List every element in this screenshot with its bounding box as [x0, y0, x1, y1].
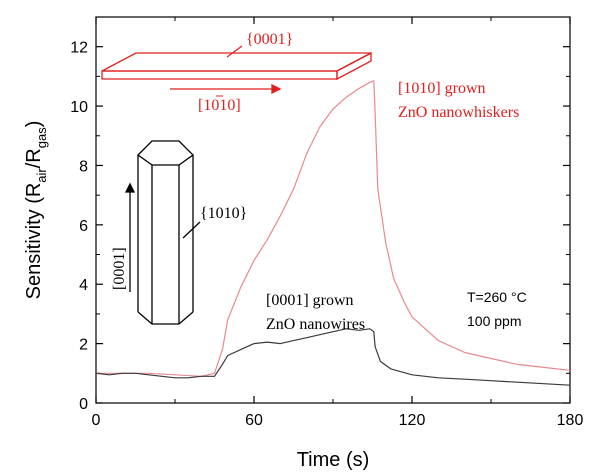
y-axis-title-main: Sensitivity (R: [23, 183, 45, 300]
y-tick-label: 6: [79, 218, 88, 235]
y-axis-title: Sensitivity (Rair/Rgas): [23, 121, 49, 300]
x-tick-label: 180: [557, 412, 584, 429]
plot-frame: [95, 16, 571, 404]
plate-direction-label: [1010]: [198, 97, 241, 114]
y-axis-title-sub-gas: gas: [34, 127, 49, 148]
axis-tick-labels: 0 60 120 180 0 2 4 6 8 10 12: [70, 40, 583, 429]
y-axis-title-close: ): [23, 121, 45, 128]
prism-face-pointer: [182, 221, 201, 239]
condition-concentration: 100 ppm: [467, 313, 521, 329]
nanowhisker-plate-diagram: [101, 45, 372, 95]
plate-front-face: [101, 70, 338, 80]
prism-direction-label: [0001]: [111, 247, 128, 290]
series-line-nanowires: [95, 328, 571, 386]
y-tick-label: 2: [79, 337, 88, 354]
wire-series-label-line1: [0001] grown: [266, 292, 354, 309]
y-tick-label: 4: [79, 277, 88, 294]
plate-face-pointer: [226, 45, 243, 58]
y-tick-label: 0: [79, 396, 88, 413]
y-tick-label: 10: [70, 99, 88, 116]
y-axis-title-sub-air: air: [34, 168, 49, 183]
x-tick-label: 120: [399, 412, 426, 429]
plate-top-face: [101, 52, 372, 72]
x-axis-title: Time (s): [297, 449, 370, 471]
plate-top-face-label: {0001}: [246, 31, 293, 48]
series-line-nanowhiskers: [96, 80, 571, 377]
prism-side-face-label: {1010}: [200, 205, 247, 222]
nanowire-prism-diagram: [124, 140, 201, 325]
condition-temperature: T=260 °C: [467, 289, 527, 305]
y-tick-label: 12: [70, 40, 88, 57]
y-axis-title-sep: /R: [23, 148, 45, 168]
axis-ticks: [95, 16, 571, 404]
plate-direction-arrowhead: [271, 83, 282, 95]
prism-bottom-edge: [137, 311, 194, 325]
prism-direction-arrowhead: [124, 182, 136, 193]
series-layer: [95, 80, 571, 386]
x-tick-label: 0: [92, 412, 101, 429]
wire-series-label-line2: ZnO nanowires: [266, 316, 365, 333]
x-tick-label: 60: [245, 412, 263, 429]
plate-side-face: [336, 51, 372, 81]
y-tick-label: 8: [79, 158, 88, 175]
whisker-series-label-line2: ZnO nanowhiskers: [398, 104, 519, 121]
prism-top-face: [136, 140, 195, 166]
whisker-series-label-line1: [1010] grown: [398, 80, 486, 97]
